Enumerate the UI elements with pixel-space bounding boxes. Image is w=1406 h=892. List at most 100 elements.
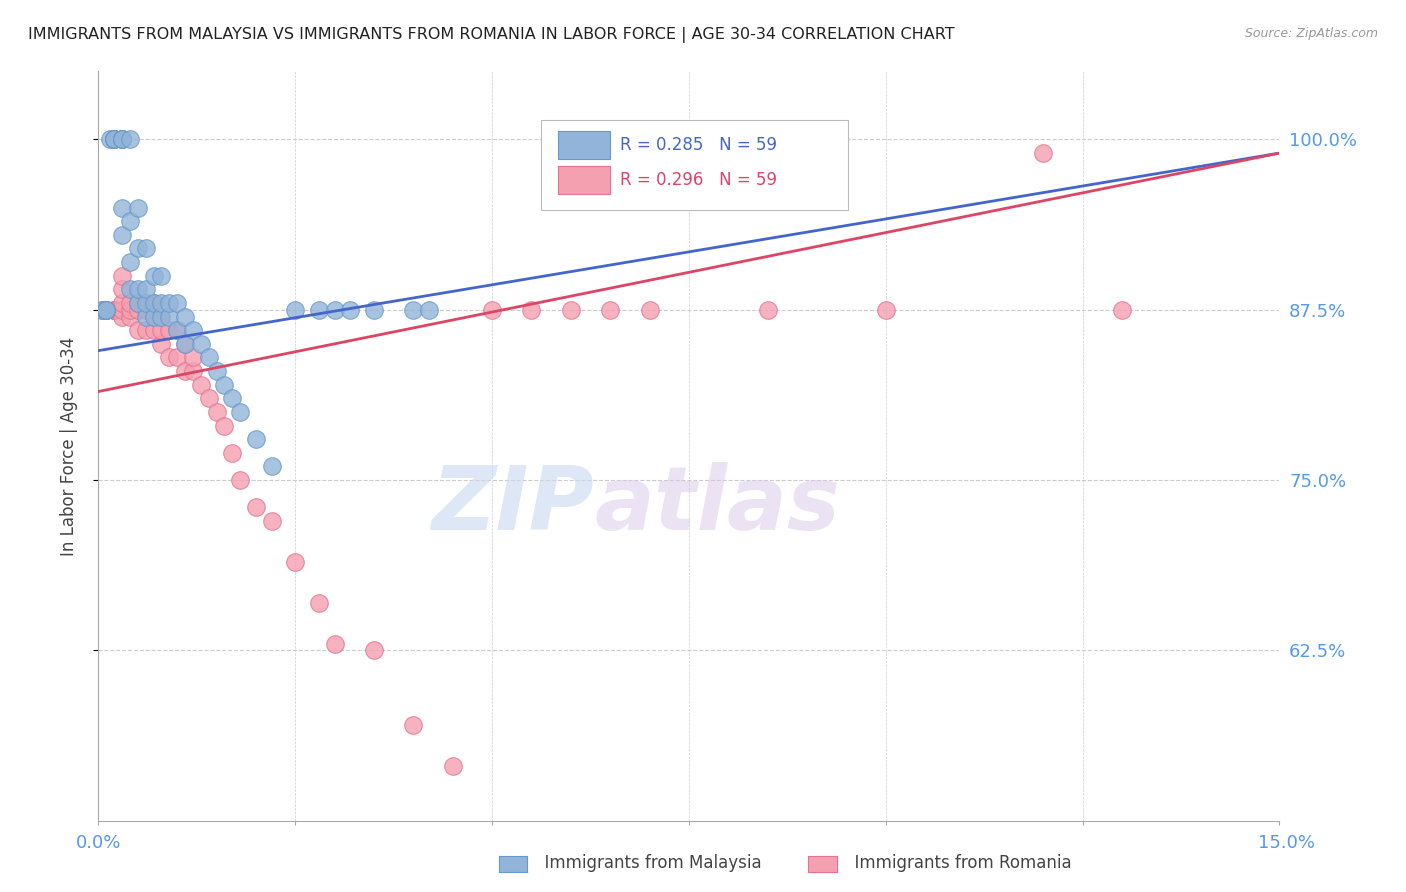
Point xyxy=(150,296,173,310)
Point xyxy=(174,336,197,351)
Point xyxy=(135,323,157,337)
FancyBboxPatch shape xyxy=(558,130,610,159)
Point xyxy=(96,302,118,317)
Point xyxy=(111,132,134,146)
Point xyxy=(638,302,661,317)
Point xyxy=(150,323,173,337)
Point xyxy=(157,351,180,365)
Point xyxy=(96,302,118,317)
Point xyxy=(111,296,134,310)
Point xyxy=(127,201,149,215)
Point xyxy=(260,514,283,528)
Point xyxy=(190,377,212,392)
Point xyxy=(135,282,157,296)
Point xyxy=(111,132,134,146)
Point xyxy=(142,310,165,324)
Point xyxy=(118,255,141,269)
Point xyxy=(103,132,125,146)
Point xyxy=(96,302,118,317)
Point xyxy=(103,302,125,317)
Point xyxy=(875,302,897,317)
Point xyxy=(181,364,204,378)
Point xyxy=(481,302,503,317)
Point xyxy=(174,364,197,378)
Point xyxy=(127,242,149,256)
Point xyxy=(91,302,114,317)
Text: R = 0.285   N = 59: R = 0.285 N = 59 xyxy=(620,136,778,153)
Point xyxy=(118,296,141,310)
Point xyxy=(150,310,173,324)
Point xyxy=(157,310,180,324)
Point xyxy=(214,418,236,433)
Point xyxy=(181,323,204,337)
Point xyxy=(96,302,118,317)
Point xyxy=(142,268,165,283)
Point xyxy=(111,132,134,146)
Point xyxy=(103,132,125,146)
Point xyxy=(96,302,118,317)
Point xyxy=(150,268,173,283)
Text: ZIP: ZIP xyxy=(432,462,595,549)
Text: 0.0%: 0.0% xyxy=(76,834,121,852)
Text: Immigrants from Malaysia: Immigrants from Malaysia xyxy=(534,855,762,872)
Point xyxy=(111,132,134,146)
Point xyxy=(118,310,141,324)
Point xyxy=(96,302,118,317)
Point xyxy=(441,759,464,773)
Point xyxy=(98,132,121,146)
Point xyxy=(363,643,385,657)
Point xyxy=(96,302,118,317)
Point xyxy=(103,132,125,146)
Point xyxy=(214,377,236,392)
Point xyxy=(103,132,125,146)
Point xyxy=(756,302,779,317)
Point xyxy=(323,636,346,650)
Point xyxy=(197,392,219,406)
FancyBboxPatch shape xyxy=(541,120,848,210)
Text: R = 0.296   N = 59: R = 0.296 N = 59 xyxy=(620,171,778,189)
Point xyxy=(166,296,188,310)
Point xyxy=(91,302,114,317)
Point xyxy=(135,296,157,310)
Point xyxy=(229,473,252,487)
Point xyxy=(363,302,385,317)
Point xyxy=(284,302,307,317)
Point xyxy=(402,302,425,317)
Point xyxy=(157,296,180,310)
Point xyxy=(1032,146,1054,161)
Point xyxy=(103,132,125,146)
Point xyxy=(111,282,134,296)
Point xyxy=(127,323,149,337)
Point xyxy=(205,364,228,378)
Point xyxy=(142,323,165,337)
Y-axis label: In Labor Force | Age 30-34: In Labor Force | Age 30-34 xyxy=(59,336,77,556)
Point xyxy=(103,302,125,317)
Point xyxy=(599,302,621,317)
Point xyxy=(127,296,149,310)
Point xyxy=(221,392,243,406)
Point xyxy=(520,302,543,317)
Point xyxy=(157,323,180,337)
Point xyxy=(166,323,188,337)
Point xyxy=(127,296,149,310)
Point xyxy=(111,268,134,283)
Point xyxy=(166,351,188,365)
Point xyxy=(103,302,125,317)
Point xyxy=(118,302,141,317)
Point xyxy=(221,446,243,460)
Point xyxy=(174,336,197,351)
Point xyxy=(111,302,134,317)
Point xyxy=(181,351,204,365)
Point xyxy=(142,296,165,310)
Point xyxy=(174,310,197,324)
Point xyxy=(142,310,165,324)
Point xyxy=(205,405,228,419)
Point xyxy=(135,242,157,256)
Text: 15.0%: 15.0% xyxy=(1258,834,1315,852)
Point xyxy=(308,302,330,317)
Point xyxy=(402,718,425,732)
Point xyxy=(118,214,141,228)
Point xyxy=(118,132,141,146)
Point xyxy=(339,302,361,317)
Point xyxy=(111,310,134,324)
